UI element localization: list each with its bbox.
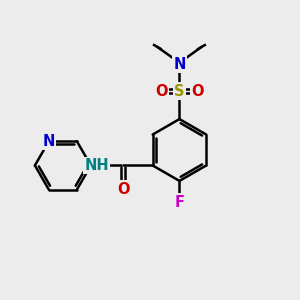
Text: N: N — [173, 57, 186, 72]
Text: O: O — [117, 182, 130, 196]
Text: S: S — [174, 84, 185, 99]
Text: NH: NH — [84, 158, 109, 173]
Text: O: O — [191, 84, 203, 99]
Text: N: N — [43, 134, 55, 149]
Text: O: O — [155, 84, 168, 99]
Text: F: F — [174, 195, 184, 210]
